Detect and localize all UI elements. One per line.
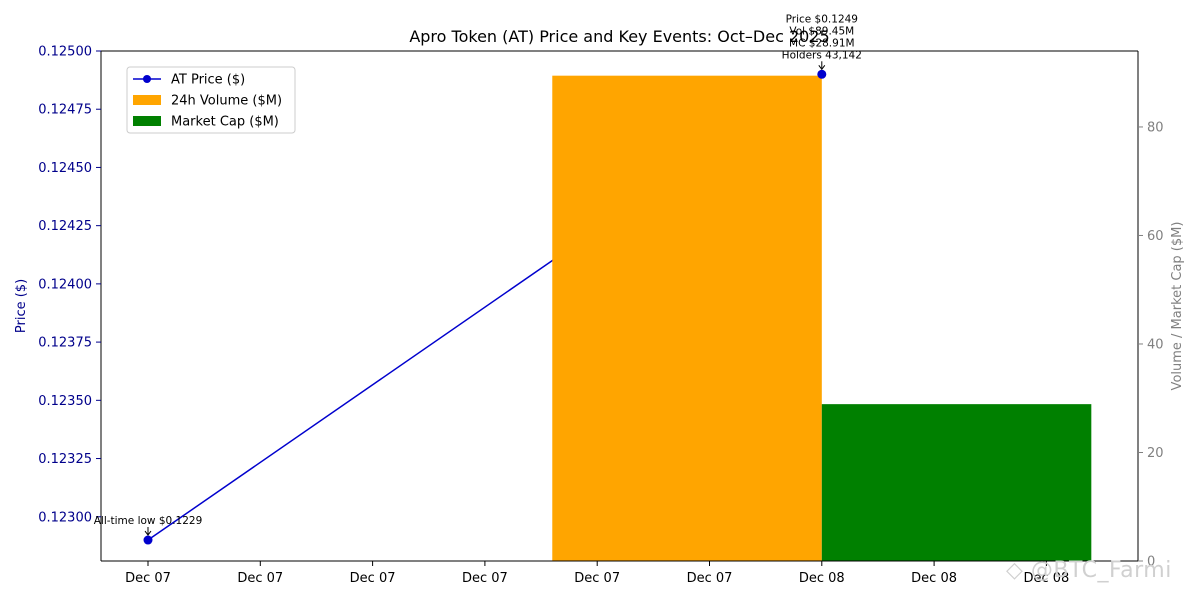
left-tick-label: 0.12325 — [38, 452, 92, 467]
left-axis-label: Price ($) — [14, 279, 29, 333]
legend-label: 24h Volume ($M) — [171, 94, 282, 109]
chart-title: Apro Token (AT) Price and Key Events: Oc… — [409, 27, 829, 46]
legend-label: AT Price ($) — [171, 73, 245, 88]
left-tick-label: 0.12475 — [38, 103, 92, 118]
left-tick-label: 0.12500 — [38, 45, 92, 60]
annotation-0-arrowhead — [144, 530, 152, 536]
watermark: ◇ @BTC_Farmi — [1006, 558, 1172, 583]
x-tick-label: Dec 07 — [350, 571, 396, 586]
left-tick-label: 0.12375 — [38, 336, 92, 351]
bar-market-cap-m — [821, 404, 1092, 561]
annotation-1-line-3: Holders 43,142 — [782, 49, 862, 61]
x-tick-label: Dec 07 — [574, 571, 620, 586]
annotation-1-line-0: Price $0.1249 — [786, 13, 858, 25]
left-tick-label: 0.12425 — [38, 219, 92, 234]
annotation-0-line-0: All-time low $0.1229 — [94, 515, 203, 527]
legend-swatch-marker — [143, 75, 151, 83]
left-tick-label: 0.12300 — [38, 510, 92, 525]
right-tick-label: 0 — [1147, 555, 1155, 570]
legend-label: Market Cap ($M) — [171, 115, 279, 130]
price-point-1 — [817, 69, 827, 79]
x-tick-label: Dec 08 — [1023, 571, 1069, 586]
legend-box — [126, 66, 296, 134]
x-tick-label: Dec 07 — [687, 571, 733, 586]
x-tick-label: Dec 07 — [462, 571, 508, 586]
x-tick-label: Dec 07 — [125, 571, 171, 586]
left-tick-label: 0.12350 — [38, 394, 92, 409]
price-point-0 — [143, 535, 153, 545]
right-tick-label: 60 — [1147, 229, 1164, 244]
right-tick-label: 80 — [1147, 120, 1164, 135]
bar-24h-volume-m — [552, 75, 822, 562]
legend-swatch-bar — [133, 95, 161, 105]
annotation-1-line-1: Vol $89.45M — [789, 25, 854, 37]
right-tick-label: 20 — [1147, 446, 1164, 461]
left-tick-label: 0.12400 — [38, 277, 92, 292]
watermark-icon: ◇ — [1006, 558, 1024, 583]
x-tick-label: Dec 08 — [911, 571, 957, 586]
annotation-1-arrowhead — [818, 64, 826, 71]
left-tick-label: 0.12450 — [38, 161, 92, 176]
x-tick-label: Dec 08 — [799, 571, 845, 586]
x-tick-label: Dec 07 — [237, 571, 283, 586]
legend-swatch-bar — [133, 116, 161, 126]
right-axis-label: Volume / Market Cap ($M) — [1170, 222, 1185, 391]
right-tick-label: 40 — [1147, 337, 1164, 352]
annotation-1-line-2: MC $28.91M — [789, 37, 855, 49]
watermark-text: @BTC_Farmi — [1030, 558, 1172, 583]
